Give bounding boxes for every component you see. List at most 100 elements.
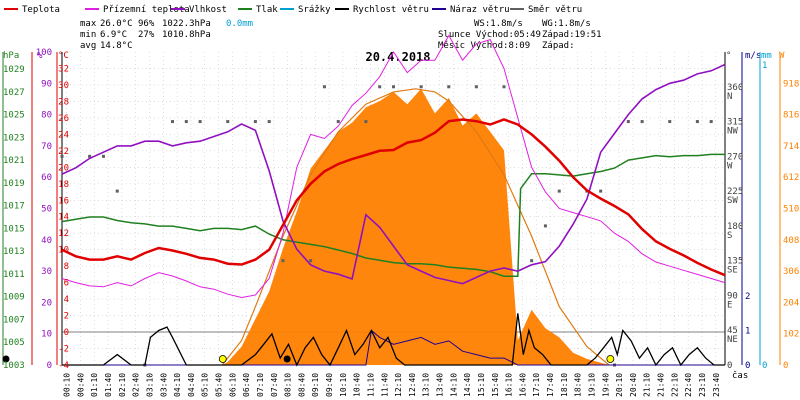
tick-x: 13:40	[436, 373, 445, 397]
wind-dir-point	[88, 154, 92, 158]
tick-c: 4	[64, 295, 69, 305]
tick-x: 09:40	[325, 373, 334, 397]
stat-wind-gust: WG:1.8m/s	[542, 19, 591, 29]
tick-w: 408	[783, 236, 799, 246]
tick-pct: 20	[41, 298, 52, 308]
tick-hpa: 1017	[3, 202, 25, 212]
tick-c: -4	[58, 361, 69, 371]
wind-dir-point	[668, 120, 672, 124]
tick-x: 21:40	[657, 373, 666, 397]
tick-dir: NE	[727, 335, 738, 345]
unit-mm: mm	[761, 51, 772, 61]
tick-x: 08:40	[297, 373, 306, 397]
tick-deg: 180	[727, 222, 743, 232]
tick-hpa: 1015	[3, 224, 25, 234]
tick-c: 8	[64, 262, 69, 272]
tick-w: 102	[783, 330, 799, 340]
tick-ms: 0	[745, 361, 750, 371]
tick-c: 10	[58, 246, 69, 256]
wind-dir-point	[502, 85, 506, 89]
tick-c: 14	[58, 213, 69, 223]
tick-hpa: 1013	[3, 247, 25, 257]
tick-x: 21:10	[643, 373, 652, 397]
tick-pct: 70	[41, 142, 52, 152]
wind-dir-point	[557, 189, 561, 193]
tick-mm: 1	[762, 61, 767, 71]
tick-w: 816	[783, 111, 799, 121]
series-wind-speed	[62, 313, 725, 367]
tick-x: 01:40	[104, 373, 113, 397]
tick-x: 05:40	[215, 373, 224, 397]
tick-x: 07:40	[270, 373, 279, 397]
tick-c: 12	[58, 229, 69, 239]
tick-c: 20	[58, 163, 69, 173]
tick-x: 18:40	[574, 373, 583, 397]
legend-label-6: Náraz větru	[450, 5, 510, 15]
tick-ms: 1	[745, 327, 750, 337]
tick-hpa: 1023	[3, 133, 25, 143]
stat-min-temp: 6.9°C	[100, 30, 127, 40]
legend-label-2: Vlhkost	[189, 5, 227, 15]
tick-x: 19:10	[588, 373, 597, 397]
tick-dir: NW	[727, 127, 738, 137]
tick-deg: 360	[727, 83, 743, 93]
tick-hpa: 1021	[3, 156, 25, 166]
tick-x: 01:10	[90, 373, 99, 397]
wind-dir-point	[419, 85, 423, 89]
stat-moonset: Západ:	[542, 41, 575, 51]
series-pressure	[61, 153, 725, 277]
tick-x: 10:10	[339, 373, 348, 397]
tick-pct: 40	[41, 236, 52, 246]
tick-x: 16:10	[505, 373, 514, 397]
tick-x: 13:10	[422, 373, 431, 397]
tick-c: 28	[58, 97, 69, 107]
wind-dir-point	[626, 120, 630, 124]
wind-dir-point	[309, 259, 313, 263]
tick-c: 16	[58, 196, 69, 206]
unit-c: °C	[58, 51, 69, 61]
tick-x: 17:10	[532, 373, 541, 397]
unit-pct: %	[37, 51, 43, 61]
wind-dir-point	[198, 120, 202, 124]
stat-max-hum: 96%	[138, 19, 155, 29]
stat-min-press: 1010.8hPa	[162, 30, 211, 40]
tick-pct: 0	[47, 361, 52, 371]
tick-pct: 30	[41, 267, 52, 277]
tick-deg: 270	[727, 152, 743, 162]
unit-hpa: hPa	[3, 51, 19, 61]
series-humidity	[61, 63, 726, 285]
wind-dir-point	[267, 120, 271, 124]
tick-x: 20:10	[615, 373, 624, 397]
stat-max-rain: 0.0mm	[226, 19, 253, 29]
tick-deg: 135	[727, 257, 743, 267]
stat-min-hum: 27%	[138, 30, 155, 40]
tick-c: 30	[58, 81, 69, 91]
legend-label-7: Směr větru	[528, 5, 582, 15]
tick-x: 06:40	[242, 373, 251, 397]
stat-sunset: Západ:19:51	[542, 30, 602, 40]
tick-x: 15:40	[491, 373, 500, 397]
wind-dir-point	[447, 85, 451, 89]
tick-pct: 10	[41, 330, 52, 340]
tick-c: 26	[58, 114, 69, 124]
tick-hpa: 1007	[3, 315, 25, 325]
stat-avg-temp: 14.8°C	[100, 41, 133, 51]
tick-x: 00:10	[63, 373, 72, 397]
tick-deg: 225	[727, 187, 743, 197]
tick-x: 06:10	[228, 373, 237, 397]
tick-x: 23:10	[698, 373, 707, 397]
tick-x: 22:40	[684, 373, 693, 397]
tick-x: 20:40	[629, 373, 638, 397]
tick-x: 10:40	[353, 373, 362, 397]
wind-dir-point	[115, 189, 119, 193]
tick-hpa: 1011	[3, 270, 25, 280]
sunrise-marker	[218, 355, 227, 363]
wind-dir-point	[322, 85, 326, 89]
legend-label-1: Přízemní teplota	[103, 5, 190, 15]
wind-dir-point	[530, 259, 534, 263]
tick-w: 510	[783, 205, 799, 215]
tick-c: 24	[58, 130, 69, 140]
tick-x: 08:10	[284, 373, 293, 397]
wind-dir-point	[101, 154, 105, 158]
